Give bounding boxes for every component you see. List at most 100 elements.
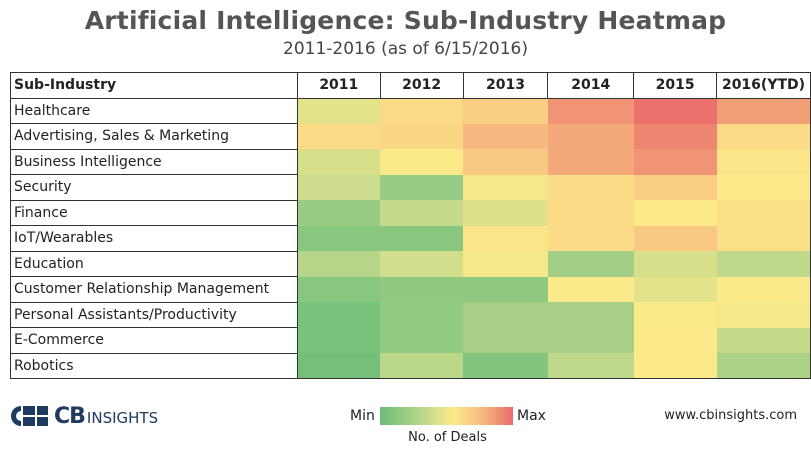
heatmap-cell [297, 174, 381, 200]
heatmap-cell [547, 225, 634, 251]
heatmap-cell [297, 251, 381, 277]
heatmap-cell [633, 276, 717, 302]
table-row: Robotics [10, 352, 811, 379]
heatmap-cell [463, 174, 548, 200]
heatmap-cell [633, 225, 717, 251]
heatmap-cell [380, 251, 464, 277]
heatmap-cell [633, 174, 717, 200]
legend-color-scale [380, 407, 513, 425]
column-header-2016ytd: 2016(YTD) [716, 72, 811, 99]
heatmap-cell [380, 302, 464, 328]
heatmap-cell [380, 123, 464, 149]
logo-insights-text: INSIGHTS [86, 409, 159, 427]
table-row: E-Commerce [10, 327, 811, 354]
heatmap-cell [380, 149, 464, 175]
header-row: Sub-Industry 2011 2012 2013 2014 2015 2016(YT… [10, 72, 811, 99]
row-label: Security [10, 174, 298, 201]
legend-min-label: Min [350, 408, 375, 424]
table-row: Finance [10, 199, 811, 226]
heatmap-cell [547, 123, 634, 149]
heatmap-cell [547, 149, 634, 175]
heatmap-cell [716, 276, 811, 302]
heatmap-cell [380, 225, 464, 251]
heatmap-cell [380, 276, 464, 302]
heatmap-cell [716, 353, 811, 379]
heatmap-cell [380, 327, 464, 353]
heatmap-cell [633, 302, 717, 328]
website-url: www.cbinsights.com [664, 408, 797, 423]
heatmap-cell [380, 200, 464, 226]
heatmap-cell [547, 251, 634, 277]
heatmap-cell [547, 276, 634, 302]
heatmap-cell [716, 174, 811, 200]
heatmap-cell [297, 225, 381, 251]
table-row: IoT/Wearables [10, 225, 811, 252]
heatmap-cell [633, 327, 717, 353]
column-header-2015: 2015 [633, 72, 717, 99]
heatmap-cell [716, 200, 811, 226]
table-row: Advertising, Sales & Marketing [10, 123, 811, 150]
table-row: Education [10, 250, 811, 277]
cb-logo-icon [11, 406, 48, 426]
heatmap-cell [547, 174, 634, 200]
heatmap-table: Sub-Industry 2011 2012 2013 2014 2015 2016(YT… [10, 72, 811, 379]
heatmap-cell [297, 327, 381, 353]
chart-title: Artificial Intelligence: Sub-Industry He… [84, 6, 727, 35]
heatmap-cell [716, 327, 811, 353]
column-header-2012: 2012 [379, 72, 464, 99]
heatmap-cell [547, 327, 634, 353]
heatmap-cell [380, 353, 464, 379]
heatmap-cell [380, 174, 464, 200]
heatmap-cell [716, 302, 811, 328]
logo-cb-text: CB [54, 403, 86, 429]
column-header-2011: 2011 [296, 72, 381, 99]
heatmap-cell [463, 123, 548, 149]
heatmap-cell [463, 353, 548, 379]
heatmap-cell [716, 98, 811, 124]
heatmap-cell [463, 251, 548, 277]
heatmap-cell [547, 302, 634, 328]
heatmap-cell [463, 276, 548, 302]
table-row: Business Intelligence [10, 148, 811, 175]
heatmap-cell [463, 149, 548, 175]
heatmap-cell [463, 327, 548, 353]
table-row: Healthcare [10, 97, 811, 124]
heatmap-cell [633, 251, 717, 277]
row-label: E-Commerce [10, 327, 298, 354]
heatmap-cell [297, 302, 381, 328]
heatmap-cell [463, 98, 548, 124]
heatmap-cell [297, 98, 381, 124]
legend-caption: No. of Deals [408, 430, 487, 445]
heatmap-cell [633, 123, 717, 149]
heatmap-cell [297, 123, 381, 149]
row-label: Customer Relationship Management [10, 276, 298, 303]
row-label: Business Intelligence [10, 148, 298, 175]
heatmap-cell [716, 149, 811, 175]
heatmap-cell [547, 98, 634, 124]
row-label: Healthcare [10, 97, 298, 124]
row-label: Finance [10, 199, 298, 226]
heatmap-cell [297, 276, 381, 302]
heatmap-cell [297, 200, 381, 226]
heatmap-cell [380, 98, 464, 124]
heatmap-cell [463, 225, 548, 251]
heatmap-cell [633, 353, 717, 379]
table-row: Customer Relationship Management [10, 276, 811, 303]
row-label: Education [10, 250, 298, 277]
heatmap-cell [716, 123, 811, 149]
row-label: Personal Assistants/Productivity [10, 301, 298, 328]
heatmap-cell [463, 302, 548, 328]
heatmap-cell [463, 200, 548, 226]
table-row: Security [10, 174, 811, 201]
cb-insights-logo: CB INSIGHTS [10, 403, 158, 429]
heatmap-cell [633, 98, 717, 124]
chart-subtitle: 2011-2016 (as of 6/15/2016) [283, 39, 528, 59]
heatmap-cell [716, 225, 811, 251]
column-header-2013: 2013 [462, 72, 549, 99]
heatmap-cell [633, 149, 717, 175]
heatmap-cell [297, 149, 381, 175]
table-row: Personal Assistants/Productivity [10, 301, 811, 328]
legend-max-label: Max [517, 408, 546, 424]
row-label: Advertising, Sales & Marketing [10, 123, 298, 150]
column-header-2014: 2014 [547, 72, 635, 99]
